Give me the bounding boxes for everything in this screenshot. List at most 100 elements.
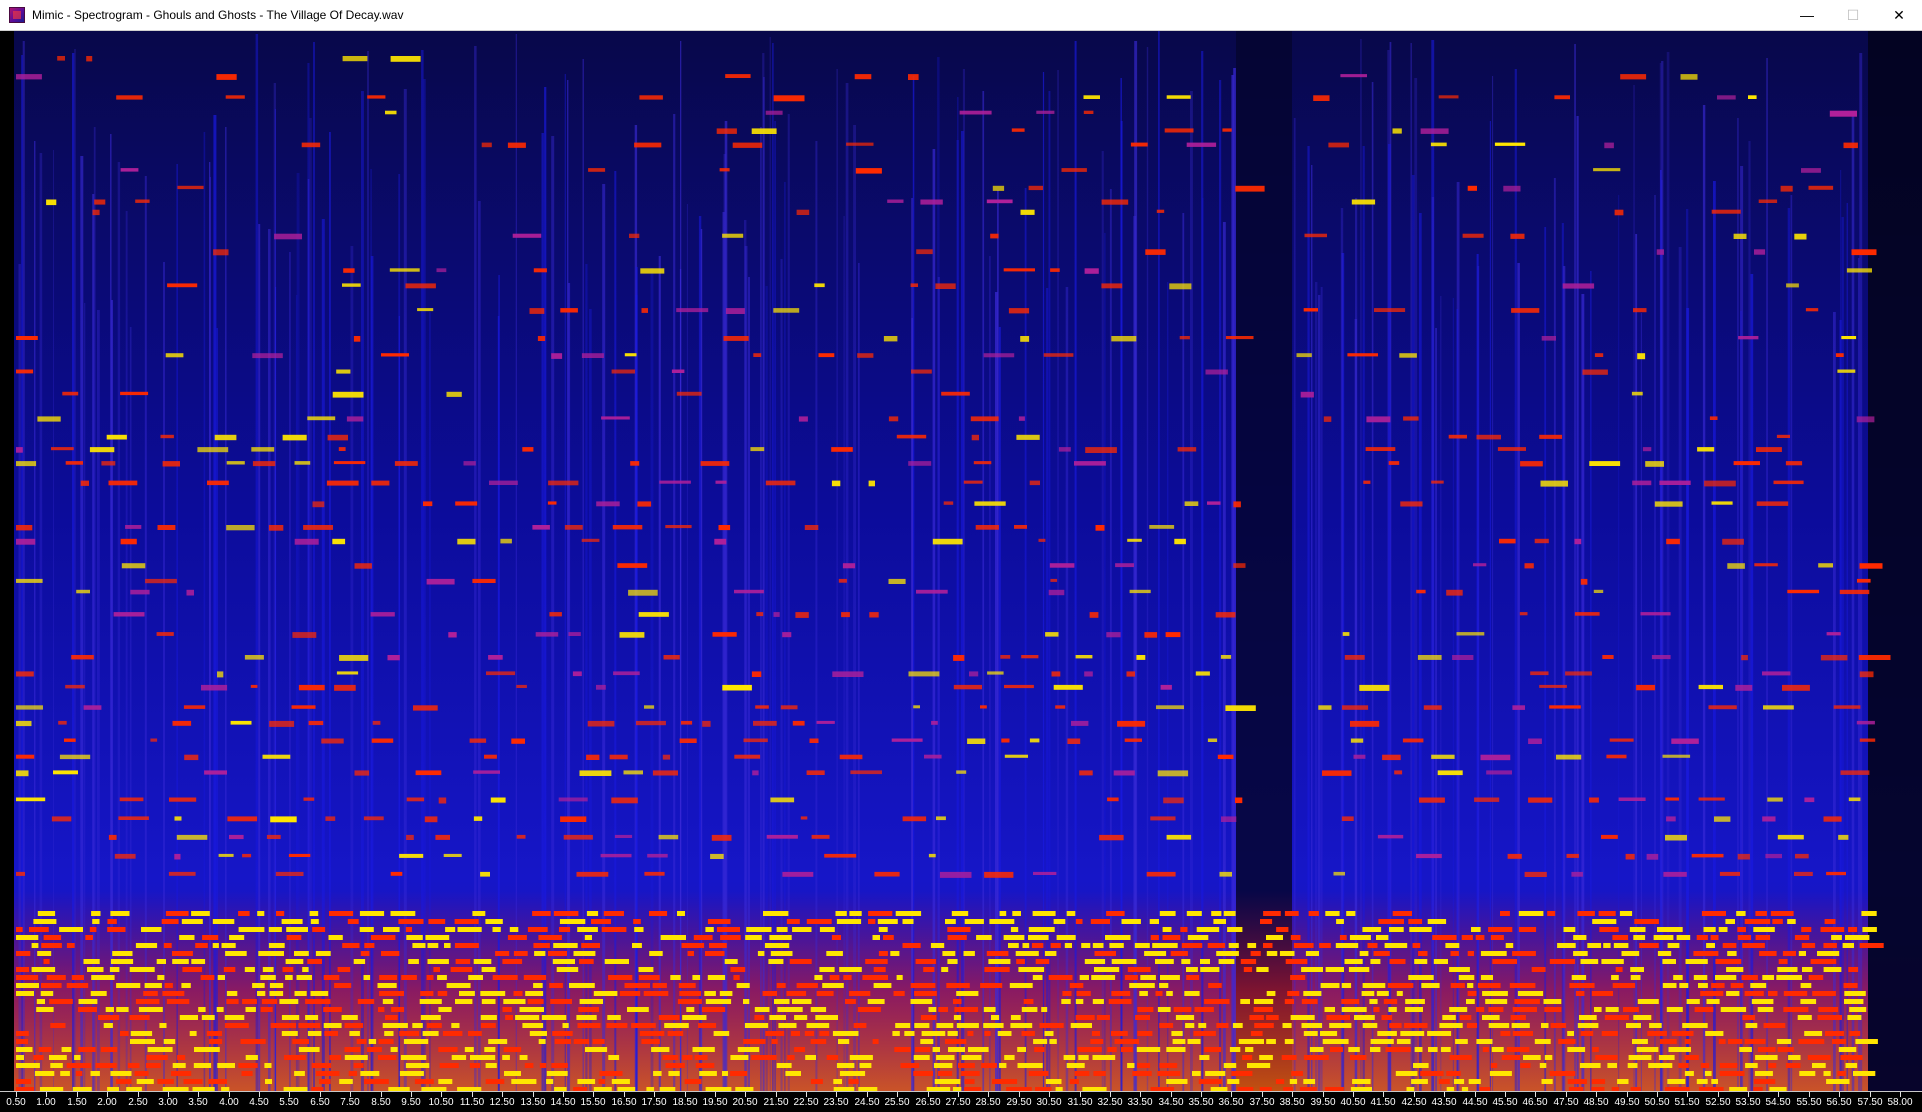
time-tick-label: 22.50 [793, 1097, 819, 1108]
minimize-button[interactable]: — [1800, 7, 1814, 23]
time-tick [1687, 1092, 1688, 1097]
time-tick-label: 49.50 [1614, 1097, 1640, 1108]
time-tick-label: 9.50 [401, 1097, 421, 1108]
time-tick-label: 58.00 [1887, 1097, 1913, 1108]
time-tick-label: 3.00 [158, 1097, 178, 1108]
time-tick-label: 16.50 [611, 1097, 637, 1108]
time-tick [806, 1092, 807, 1097]
mimic-app-icon[interactable] [9, 7, 25, 23]
time-tick-label: 43.50 [1431, 1097, 1457, 1108]
time-tick [16, 1092, 17, 1097]
time-tick-label: 54.50 [1765, 1097, 1791, 1108]
time-tick-label: 38.50 [1279, 1097, 1305, 1108]
time-tick-label: 47.50 [1553, 1097, 1579, 1108]
time-tick-label: 30.50 [1036, 1097, 1062, 1108]
time-tick [502, 1092, 503, 1097]
time-tick [381, 1092, 382, 1097]
time-tick [1019, 1092, 1020, 1097]
spectrogram-canvas[interactable] [0, 31, 1922, 1091]
time-tick-label: 42.50 [1401, 1097, 1427, 1108]
time-tick-label: 29.50 [1006, 1097, 1032, 1108]
time-tick [1353, 1092, 1354, 1097]
time-tick-label: 53.50 [1735, 1097, 1761, 1108]
time-tick-label: 28.50 [975, 1097, 1001, 1108]
time-tick [654, 1092, 655, 1097]
time-tick-label: 3.50 [188, 1097, 208, 1108]
time-tick [776, 1092, 777, 1097]
time-tick [1657, 1092, 1658, 1097]
time-tick-label: 6.50 [310, 1097, 330, 1108]
time-tick-label: 17.50 [641, 1097, 667, 1108]
time-tick-label: 8.50 [371, 1097, 391, 1108]
time-tick [1444, 1092, 1445, 1097]
time-tick-label: 32.50 [1097, 1097, 1123, 1108]
time-tick-label: 18.50 [672, 1097, 698, 1108]
maximize-button[interactable]: ☐ [1846, 6, 1860, 23]
time-tick [1505, 1092, 1506, 1097]
bass-energy-blocks [16, 911, 1884, 1091]
time-tick-label: 31.50 [1067, 1097, 1093, 1108]
time-tick [624, 1092, 625, 1097]
time-tick [1231, 1092, 1232, 1097]
time-tick-label: 56.50 [1826, 1097, 1852, 1108]
spectrogram-view[interactable] [0, 31, 1922, 1091]
time-tick [958, 1092, 959, 1097]
time-tick-label: 45.50 [1492, 1097, 1518, 1108]
time-tick-label: 52.50 [1705, 1097, 1731, 1108]
time-tick [138, 1092, 139, 1097]
time-tick-label: 19.50 [702, 1097, 728, 1108]
time-tick [745, 1092, 746, 1097]
time-tick-label: 7.50 [340, 1097, 360, 1108]
time-tick [1718, 1092, 1719, 1097]
time-tick-label: 10.50 [428, 1097, 454, 1108]
time-tick [1870, 1092, 1871, 1097]
time-tick [533, 1092, 534, 1097]
time-tick-label: 21.50 [763, 1097, 789, 1108]
title-bar[interactable]: Mimic - Spectrogram - Ghouls and Ghosts … [0, 0, 1922, 31]
time-tick [1292, 1092, 1293, 1097]
time-tick-label: 44.50 [1462, 1097, 1488, 1108]
time-tick-label: 12.50 [489, 1097, 515, 1108]
close-button[interactable]: ✕ [1893, 6, 1905, 23]
time-tick [897, 1092, 898, 1097]
time-tick [928, 1092, 929, 1097]
time-tick [1475, 1092, 1476, 1097]
time-tick [198, 1092, 199, 1097]
time-tick [1049, 1092, 1050, 1097]
time-tick [1748, 1092, 1749, 1097]
time-tick [1201, 1092, 1202, 1097]
time-tick-label: 27.50 [945, 1097, 971, 1108]
time-tick-label: 50.50 [1644, 1097, 1670, 1108]
time-tick-label: 51.50 [1674, 1097, 1700, 1108]
time-tick [836, 1092, 837, 1097]
time-tick-label: 4.00 [219, 1097, 239, 1108]
time-tick [229, 1092, 230, 1097]
time-tick-label: 0.50 [6, 1097, 26, 1108]
time-tick-label: 37.50 [1249, 1097, 1275, 1108]
time-tick-label: 20.50 [732, 1097, 758, 1108]
time-tick [289, 1092, 290, 1097]
time-tick [1414, 1092, 1415, 1097]
time-tick-label: 15.50 [580, 1097, 606, 1108]
time-tick-label: 24.50 [854, 1097, 880, 1108]
time-tick [259, 1092, 260, 1097]
time-tick-label: 39.50 [1310, 1097, 1336, 1108]
time-axis: 0.50 1.00 1.50 2.00 2.50 3.00 3.50 4.00 4.50 5.50… [0, 1091, 1922, 1112]
time-tick-label: 11.50 [459, 1097, 485, 1108]
time-tick-label: 23.50 [823, 1097, 849, 1108]
time-tick [320, 1092, 321, 1097]
time-tick-label: 36.50 [1218, 1097, 1244, 1108]
time-tick-label: 48.50 [1583, 1097, 1609, 1108]
time-tick [1323, 1092, 1324, 1097]
time-tick [168, 1092, 169, 1097]
time-tick [1262, 1092, 1263, 1097]
time-tick [77, 1092, 78, 1097]
time-tick [472, 1092, 473, 1097]
time-tick [107, 1092, 108, 1097]
time-tick-label: 4.50 [249, 1097, 269, 1108]
time-tick [1809, 1092, 1810, 1097]
left-dark-edge [0, 31, 14, 1091]
time-tick [1596, 1092, 1597, 1097]
caption-buttons: — ☐ ✕ [1784, 0, 1922, 30]
time-tick-label: 25.50 [884, 1097, 910, 1108]
